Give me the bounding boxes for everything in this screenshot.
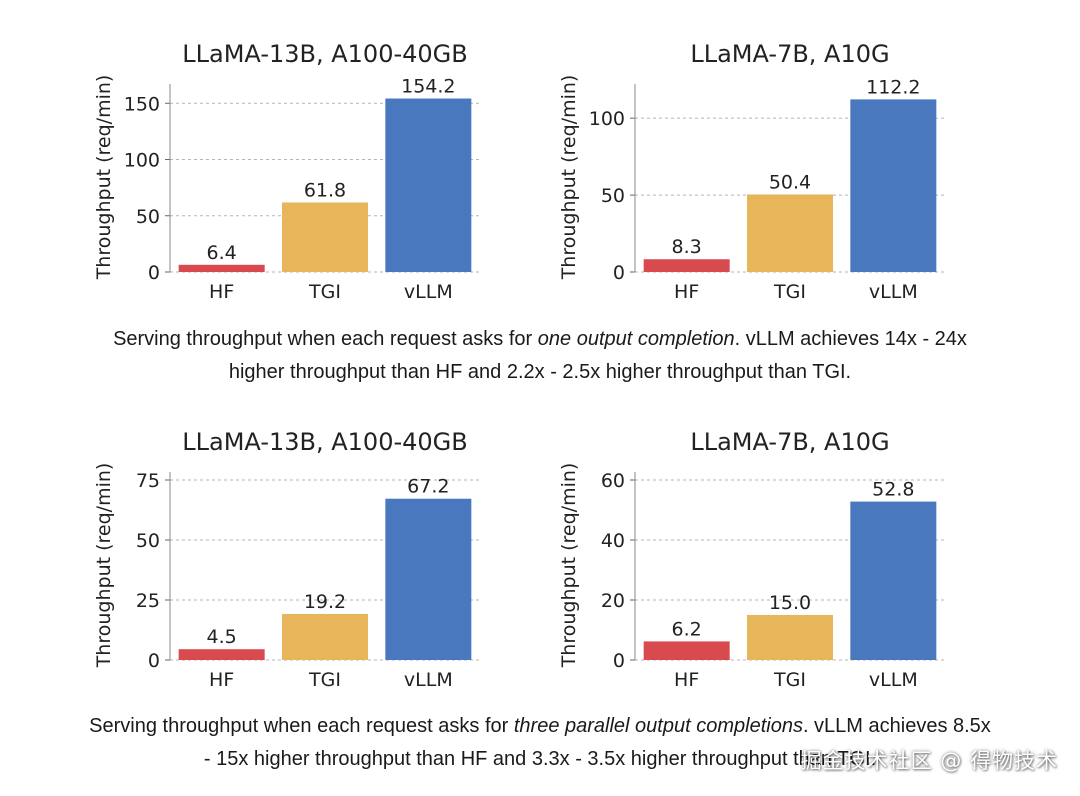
y-axis-label: Throughput (req/min) [558, 75, 580, 281]
caption-bottom-emphasis: three parallel output completions [513, 715, 803, 737]
bar-hf [643, 641, 730, 660]
bar-value-label: 6.2 [672, 618, 702, 640]
watermark-text: 掘金技术社区 @ 得物技术 [800, 749, 1058, 773]
bar-hf [178, 264, 265, 272]
bar-value-label: 61.8 [304, 179, 346, 201]
y-axis-label: Throughput (req/min) [558, 463, 580, 669]
bar-value-label: 154.2 [401, 76, 455, 98]
y-tick-label: 100 [589, 108, 625, 130]
y-tick-label: 20 [601, 590, 625, 612]
bar-hf [178, 649, 265, 660]
y-tick-label: 50 [601, 185, 625, 207]
bar-tgi [282, 202, 368, 272]
bar-tgi [282, 613, 368, 660]
x-tick-label: TGI [308, 281, 341, 303]
chart-llama13b-a100-single: LLaMA-13B, A100-40GB Throughput (req/min)… [93, 40, 480, 303]
y-tick-label: 100 [124, 150, 160, 172]
x-tick-label: HF [209, 669, 234, 691]
chart-panel-2: LLaMA-7B, A10G Throughput (req/min) 0 50 100… [545, 30, 985, 310]
y-tick-label: 0 [613, 650, 625, 672]
caption-top-line2: higher throughput than HF and 2.2x - 2.5… [228, 361, 852, 383]
bar-value-label: 67.2 [407, 476, 449, 498]
caption-top: Serving throughput when each request ask… [0, 323, 1080, 389]
x-tick-label: HF [674, 281, 699, 303]
bar-tgi [747, 615, 833, 660]
y-tick-label: 0 [148, 650, 160, 672]
x-tick-label: HF [209, 281, 234, 303]
x-tick-label: vLLM [869, 281, 918, 303]
bar-value-label: 4.5 [207, 626, 237, 648]
x-tick-label: TGI [773, 669, 806, 691]
bar-vllm [850, 501, 937, 660]
chart-llama7b-a10g-single: LLaMA-7B, A10G Throughput (req/min) 0 50 100… [558, 40, 945, 303]
chart-panel-3: LLaMA-13B, A100-40GB Throughput (req/min)… [80, 418, 520, 698]
x-tick-label: vLLM [404, 669, 453, 691]
x-tick-label: TGI [308, 669, 341, 691]
chart-title: LLaMA-7B, A10G [690, 428, 889, 456]
chart-llama7b-a10g-parallel: LLaMA-7B, A10G Throughput (req/min) 0 20 40 6… [558, 428, 945, 691]
bar-value-label: 15.0 [769, 592, 811, 614]
y-tick-label: 150 [124, 93, 160, 115]
bar-value-label: 52.8 [872, 479, 914, 501]
bar-value-label: 19.2 [304, 591, 346, 613]
y-tick-label: 0 [148, 262, 160, 284]
bar-value-label: 112.2 [866, 76, 920, 98]
y-tick-label: 0 [613, 262, 625, 284]
caption-top-emphasis: one output completion [537, 328, 735, 350]
bar-value-label: 8.3 [672, 236, 702, 258]
y-axis-label: Throughput (req/min) [93, 75, 115, 281]
caption-top-pre: Serving throughput when each request ask… [113, 328, 538, 350]
bar-vllm [385, 98, 472, 273]
chart-title: LLaMA-7B, A10G [690, 40, 889, 68]
caption-bottom-post: . vLLM achieves 8.5x [802, 715, 991, 737]
bar-hf [643, 259, 730, 272]
y-tick-label: 50 [136, 530, 160, 552]
caption-bottom-line2: - 15x higher throughput than HF and 3.3x… [203, 748, 877, 770]
x-tick-label: TGI [773, 281, 806, 303]
x-tick-label: HF [674, 669, 699, 691]
x-tick-label: vLLM [404, 281, 453, 303]
chart-panel-1: LLaMA-13B, A100-40GB Throughput (req/min)… [80, 30, 520, 310]
chart-llama13b-a100-parallel: LLaMA-13B, A100-40GB Throughput (req/min)… [93, 428, 480, 691]
caption-bottom-pre: Serving throughput when each request ask… [89, 715, 514, 737]
caption-bottom: Serving throughput when each request ask… [0, 710, 1080, 776]
bar-vllm [850, 99, 937, 272]
y-tick-label: 25 [136, 590, 160, 612]
chart-title: LLaMA-13B, A100-40GB [182, 40, 467, 68]
caption-top-post: . vLLM achieves 14x - 24x [734, 328, 967, 350]
bar-tgi [747, 194, 833, 272]
y-tick-label: 75 [136, 470, 160, 492]
bar-value-label: 6.4 [207, 242, 237, 264]
y-axis-label: Throughput (req/min) [93, 463, 115, 669]
chart-title: LLaMA-13B, A100-40GB [182, 428, 467, 456]
x-tick-label: vLLM [869, 669, 918, 691]
bar-vllm [385, 498, 472, 660]
chart-panel-4: LLaMA-7B, A10G Throughput (req/min) 0 20 40 6… [545, 418, 985, 698]
bar-value-label: 50.4 [769, 171, 811, 193]
y-tick-label: 50 [136, 206, 160, 228]
y-tick-label: 60 [601, 470, 625, 492]
y-tick-label: 40 [601, 530, 625, 552]
